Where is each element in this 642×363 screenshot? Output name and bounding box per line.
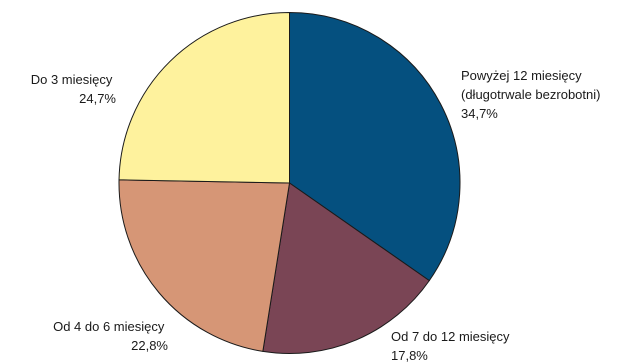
slice-value-long-term: 34,7% <box>461 106 498 121</box>
slice-label-long-term-line-1: Powyżej 12 miesięcy <box>461 68 582 83</box>
slice-label-long-term-line-2: (długotrwale bezrobotni) <box>461 87 600 102</box>
pie-slice-up-to-3-months <box>118 12 290 184</box>
slice-label-long-term: Powyżej 12 miesięcy (długotrwale bezrobo… <box>461 68 604 121</box>
slice-label-4-6-months: Od 4 do 6 miesięcy 22,8% <box>53 319 168 353</box>
slice-value-up-to-3-months: 24,7% <box>79 91 116 106</box>
pie-slice-long-term <box>289 12 461 282</box>
pie-slices <box>118 12 461 354</box>
slice-label-up-to-3-months: Do 3 miesięcy 24,7% <box>31 72 117 106</box>
slice-value-7-12-months: 17,8% <box>391 348 428 363</box>
slice-label-up-to-3-months-line-1: Do 3 miesięcy <box>31 72 113 87</box>
slice-label-7-12-months: Od 7 do 12 miesięcy 17,8% <box>391 329 513 363</box>
slice-label-4-6-months-line-1: Od 4 do 6 miesięcy <box>53 319 165 334</box>
slice-value-4-6-months: 22,8% <box>131 338 168 353</box>
pie-slice-4-6-months <box>118 179 290 352</box>
pie-slice-7-12-months <box>262 182 430 354</box>
slice-label-7-12-months-line-1: Od 7 do 12 miesięcy <box>391 329 510 344</box>
